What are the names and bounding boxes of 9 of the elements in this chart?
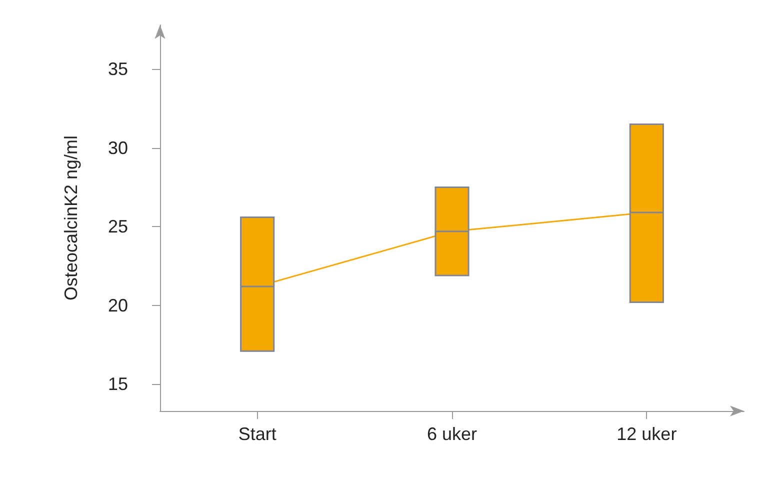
x-tick-label: 6 uker — [426, 424, 478, 444]
x-tick-label: 12 uker — [616, 424, 677, 444]
y-tick-label: 35 — [108, 59, 128, 80]
y-tick-label: 25 — [108, 216, 128, 237]
y-tick-label: 20 — [108, 295, 128, 316]
x-tick-label: Start — [238, 424, 276, 444]
y-tick-label: 30 — [108, 138, 128, 158]
y-tick-label: 15 — [108, 374, 128, 394]
y-axis-title: OsteocalcinK2 ng/ml — [61, 135, 81, 301]
